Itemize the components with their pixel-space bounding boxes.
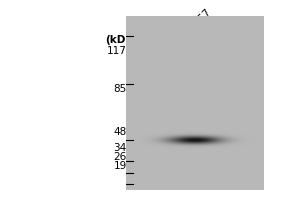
- Text: 34-: 34-: [113, 143, 130, 153]
- Text: (kD): (kD): [105, 35, 130, 45]
- Text: 85-: 85-: [113, 84, 130, 94]
- Text: 19-: 19-: [113, 161, 130, 171]
- Text: COS7: COS7: [186, 7, 214, 35]
- Text: 117-: 117-: [107, 46, 130, 56]
- Text: 26-: 26-: [113, 152, 130, 162]
- Text: 48-: 48-: [113, 127, 130, 137]
